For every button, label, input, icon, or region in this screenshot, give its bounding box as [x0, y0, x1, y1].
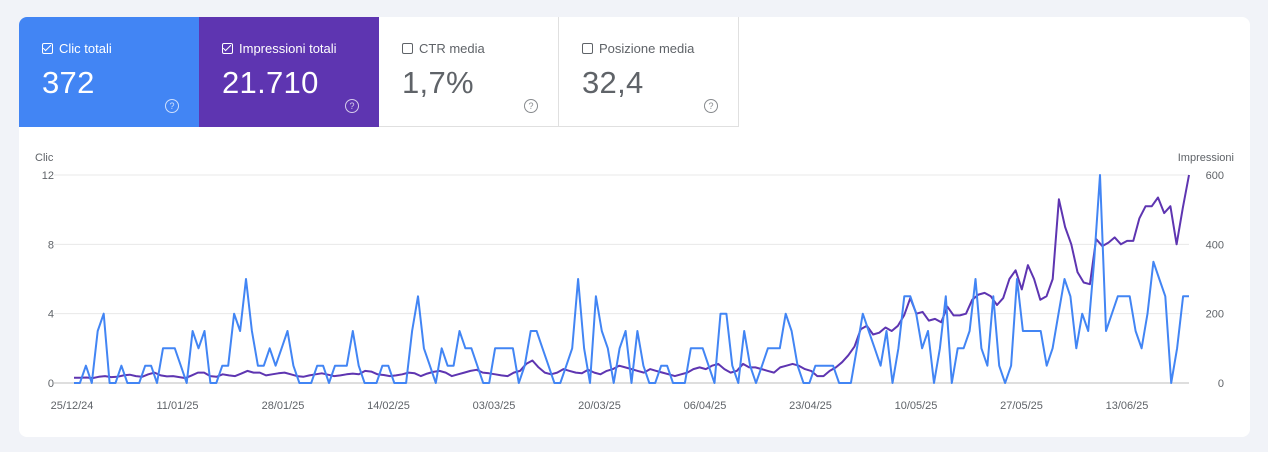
chart-ticks: 0 4 8 12 0 200 400 600 Clic Impressioni 25/12/24 11…	[35, 152, 1234, 412]
checkbox-checked-icon[interactable]	[42, 43, 53, 54]
help-glyph: ?	[169, 101, 175, 111]
left-tick-label: 0	[48, 378, 54, 390]
help-icon[interactable]: ?	[165, 99, 179, 113]
x-tick-label: 13/06/25	[1106, 400, 1149, 412]
metric-value: 372	[42, 65, 95, 100]
right-tick-label: 600	[1206, 170, 1224, 182]
metric-tab-impressions[interactable]: Impressioni totali 21.710 ?	[199, 17, 379, 127]
metric-tabs: Clic totali 372 ? Impressioni totali 21.…	[19, 17, 739, 127]
x-tick-label: 10/05/25	[895, 400, 938, 412]
performance-chart[interactable]: 0 4 8 12 0 200 400 600 Clic Impressioni 25/12/24 11…	[19, 17, 1250, 437]
help-glyph: ?	[349, 101, 355, 111]
chart-lines	[74, 174, 1190, 384]
left-tick-label: 12	[42, 170, 54, 182]
metric-header: CTR media	[402, 41, 485, 56]
metric-tab-ctr[interactable]: CTR media 1,7% ?	[379, 17, 559, 127]
series-line-impressioni	[74, 174, 1190, 380]
x-tick-label: 14/02/25	[367, 400, 410, 412]
x-tick-label: 27/05/25	[1000, 400, 1043, 412]
metric-value: 1,7%	[402, 65, 474, 100]
right-axis-title: Impressioni	[1178, 152, 1234, 164]
help-glyph: ?	[708, 101, 714, 111]
metric-label: Posizione media	[599, 41, 695, 56]
right-tick-label: 0	[1218, 378, 1224, 390]
x-tick-label: 11/01/25	[156, 400, 198, 412]
series-line-clic	[74, 174, 1189, 384]
metric-header: Clic totali	[42, 41, 112, 56]
left-tick-label: 8	[48, 239, 54, 251]
x-tick-label: 20/03/25	[578, 400, 621, 412]
metric-value: 32,4	[582, 65, 644, 100]
metric-label: Clic totali	[59, 41, 112, 56]
right-tick-label: 200	[1206, 309, 1224, 321]
x-tick-label: 03/03/25	[473, 400, 516, 412]
metric-value: 21.710	[222, 65, 319, 100]
right-tick-label: 400	[1206, 239, 1224, 251]
checkbox-checked-icon[interactable]	[222, 43, 233, 54]
x-tick-label: 23/04/25	[789, 400, 832, 412]
checkbox-unchecked-icon[interactable]	[582, 43, 593, 54]
left-tick-label: 4	[48, 309, 54, 321]
help-icon[interactable]: ?	[345, 99, 359, 113]
metric-header: Impressioni totali	[222, 41, 337, 56]
help-icon[interactable]: ?	[704, 99, 718, 113]
x-tick-label: 06/04/25	[684, 400, 727, 412]
x-tick-label: 25/12/24	[51, 400, 94, 412]
help-glyph: ?	[528, 101, 534, 111]
metric-tab-clicks[interactable]: Clic totali 372 ?	[19, 17, 199, 127]
chart-grid	[54, 174, 1189, 384]
performance-card: Clic totali 372 ? Impressioni totali 21.…	[19, 17, 1250, 437]
checkbox-unchecked-icon[interactable]	[402, 43, 413, 54]
help-icon[interactable]: ?	[524, 99, 538, 113]
metric-tab-position[interactable]: Posizione media 32,4 ?	[559, 17, 739, 127]
metric-header: Posizione media	[582, 41, 694, 56]
x-tick-label: 28/01/25	[262, 400, 305, 412]
metric-label: CTR media	[419, 41, 485, 56]
metric-label: Impressioni totali	[239, 41, 337, 56]
left-axis-title: Clic	[35, 152, 54, 164]
